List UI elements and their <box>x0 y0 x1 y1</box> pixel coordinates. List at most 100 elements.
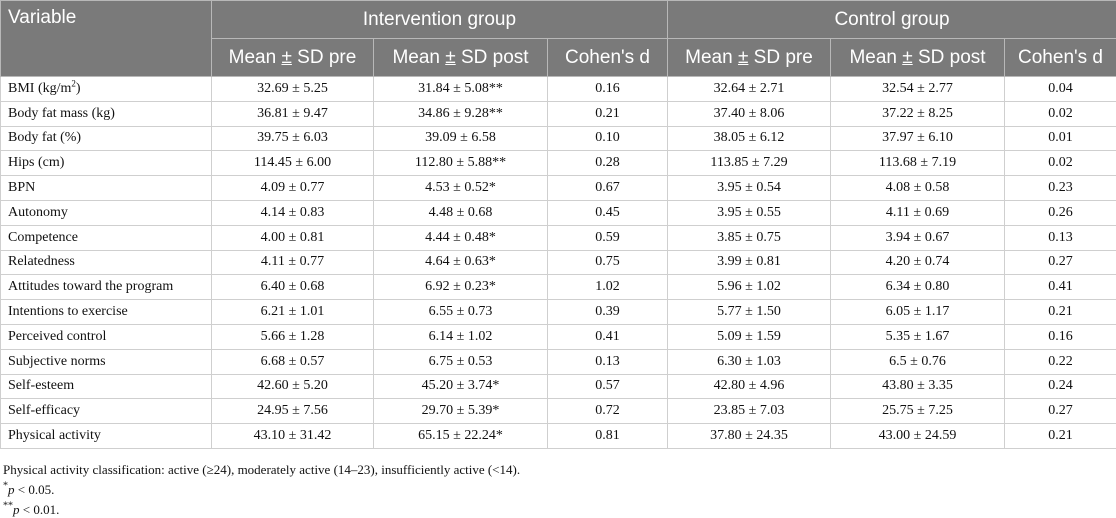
footnote-significance-01: **p < 0.01. <box>3 500 60 517</box>
ctl-d-cell: 0.26 <box>1003 199 1116 226</box>
ctl-pre-cell: 37.40 ± 8.06 <box>667 100 831 127</box>
ctl-pre-cell: 113.85 ± 7.29 <box>667 150 831 177</box>
header-int-mean-sd-pre: Mean ± SD pre <box>211 38 374 77</box>
ctl-pre-cell: 5.96 ± 1.02 <box>667 274 831 301</box>
variable-cell: Self-esteem <box>0 373 212 400</box>
ctl-post-cell: 4.08 ± 0.58 <box>830 175 1005 201</box>
header-ctl-cohens-d: Cohen's d <box>1003 38 1116 77</box>
ctl-post-cell: 43.80 ± 3.35 <box>830 373 1005 400</box>
int-d-cell: 0.57 <box>547 373 668 400</box>
ctl-post-cell: 6.5 ± 0.76 <box>830 348 1005 375</box>
int-pre-cell: 4.09 ± 0.77 <box>211 175 374 201</box>
ctl-pre-cell: 3.99 ± 0.81 <box>667 249 831 276</box>
int-d-cell: 0.39 <box>547 299 668 325</box>
variable-cell: Hips (cm) <box>0 150 212 177</box>
ctl-pre-cell: 5.77 ± 1.50 <box>667 299 831 325</box>
ctl-d-cell: 0.41 <box>1003 274 1116 301</box>
int-post-cell: 31.84 ± 5.08** <box>373 76 548 102</box>
int-d-cell: 0.72 <box>547 398 668 425</box>
int-post-cell: 34.86 ± 9.28** <box>373 100 548 127</box>
int-pre-cell: 36.81 ± 9.47 <box>211 100 374 127</box>
int-pre-cell: 5.66 ± 1.28 <box>211 323 374 350</box>
ctl-d-cell: 0.23 <box>1003 175 1116 201</box>
int-post-cell: 112.80 ± 5.88** <box>373 150 548 177</box>
ctl-d-cell: 0.27 <box>1003 249 1116 276</box>
int-d-cell: 0.28 <box>547 150 668 177</box>
ctl-d-cell: 0.21 <box>1003 423 1116 449</box>
int-d-cell: 1.02 <box>547 274 668 301</box>
ctl-post-cell: 37.97 ± 6.10 <box>830 125 1005 152</box>
int-d-cell: 0.67 <box>547 175 668 201</box>
int-pre-cell: 4.11 ± 0.77 <box>211 249 374 276</box>
int-pre-cell: 39.75 ± 6.03 <box>211 125 374 152</box>
table-row: Intentions to exercise 6.21 ± 1.01 6.55 … <box>0 299 1116 325</box>
variable-cell: Competence <box>0 224 212 251</box>
variable-cell: Autonomy <box>0 199 212 226</box>
int-d-cell: 0.75 <box>547 249 668 276</box>
header-intervention-group: Intervention group <box>211 0 668 39</box>
table-row: Attitudes toward the program 6.40 ± 0.68… <box>0 274 1116 301</box>
ctl-pre-cell: 3.95 ± 0.55 <box>667 199 831 226</box>
header-variable: Variable <box>0 0 212 77</box>
ctl-pre-cell: 3.95 ± 0.54 <box>667 175 831 201</box>
int-post-cell: 4.64 ± 0.63* <box>373 249 548 276</box>
int-post-cell: 45.20 ± 3.74* <box>373 373 548 400</box>
table-row: BPN 4.09 ± 0.77 4.53 ± 0.52* 0.67 3.95 ±… <box>0 175 1116 201</box>
int-d-cell: 0.13 <box>547 348 668 375</box>
ctl-d-cell: 0.21 <box>1003 299 1116 325</box>
ctl-post-cell: 32.54 ± 2.77 <box>830 76 1005 102</box>
int-post-cell: 6.75 ± 0.53 <box>373 348 548 375</box>
int-d-cell: 0.59 <box>547 224 668 251</box>
table-footnotes: Physical activity classification: active… <box>3 460 520 518</box>
int-post-cell: 6.14 ± 1.02 <box>373 323 548 350</box>
table-row: Perceived control 5.66 ± 1.28 6.14 ± 1.0… <box>0 323 1116 350</box>
int-pre-cell: 42.60 ± 5.20 <box>211 373 374 400</box>
int-post-cell: 4.44 ± 0.48* <box>373 224 548 251</box>
int-pre-cell: 24.95 ± 7.56 <box>211 398 374 425</box>
table-row: Subjective norms 6.68 ± 0.57 6.75 ± 0.53… <box>0 348 1116 375</box>
table-row: Hips (cm) 114.45 ± 6.00 112.80 ± 5.88** … <box>0 150 1116 177</box>
variable-cell: BMI (kg/m2) <box>0 76 212 102</box>
ctl-post-cell: 5.35 ± 1.67 <box>830 323 1005 350</box>
variable-cell: Self-efficacy <box>0 398 212 425</box>
table-row: Physical activity 43.10 ± 31.42 65.15 ± … <box>0 423 1116 449</box>
variable-cell: Body fat mass (kg) <box>0 100 212 127</box>
ctl-post-cell: 3.94 ± 0.67 <box>830 224 1005 251</box>
ctl-pre-cell: 23.85 ± 7.03 <box>667 398 831 425</box>
int-post-cell: 6.55 ± 0.73 <box>373 299 548 325</box>
header-control-group: Control group <box>666 0 1116 39</box>
variable-cell: Physical activity <box>0 423 212 449</box>
int-post-cell: 4.53 ± 0.52* <box>373 175 548 201</box>
ctl-d-cell: 0.22 <box>1003 348 1116 375</box>
variable-cell: Relatedness <box>0 249 212 276</box>
ctl-pre-cell: 6.30 ± 1.03 <box>667 348 831 375</box>
int-pre-cell: 4.00 ± 0.81 <box>211 224 374 251</box>
results-table: Variable Intervention group Control grou… <box>0 0 1116 449</box>
table-row: Relatedness 4.11 ± 0.77 4.64 ± 0.63* 0.7… <box>0 249 1116 276</box>
ctl-d-cell: 0.16 <box>1003 323 1116 350</box>
ctl-post-cell: 6.05 ± 1.17 <box>830 299 1005 325</box>
header-row-stats: Mean ± SD pre Mean ± SD post Cohen's d M… <box>1 38 1116 77</box>
table-row: Self-efficacy 24.95 ± 7.56 29.70 ± 5.39*… <box>0 398 1116 425</box>
ctl-post-cell: 4.11 ± 0.69 <box>830 199 1005 226</box>
variable-cell: Perceived control <box>0 323 212 350</box>
ctl-pre-cell: 42.80 ± 4.96 <box>667 373 831 400</box>
footnote-significance-05: *p < 0.05. <box>3 480 55 497</box>
ctl-post-cell: 4.20 ± 0.74 <box>830 249 1005 276</box>
ctl-pre-cell: 38.05 ± 6.12 <box>667 125 831 152</box>
table-row: Competence 4.00 ± 0.81 4.44 ± 0.48* 0.59… <box>0 224 1116 251</box>
ctl-pre-cell: 3.85 ± 0.75 <box>667 224 831 251</box>
int-post-cell: 6.92 ± 0.23* <box>373 274 548 301</box>
int-post-cell: 4.48 ± 0.68 <box>373 199 548 226</box>
int-post-cell: 39.09 ± 6.58 <box>373 125 548 152</box>
int-d-cell: 0.10 <box>547 125 668 152</box>
variable-cell: Intentions to exercise <box>0 299 212 325</box>
int-d-cell: 0.41 <box>547 323 668 350</box>
ctl-pre-cell: 32.64 ± 2.71 <box>667 76 831 102</box>
int-pre-cell: 6.68 ± 0.57 <box>211 348 374 375</box>
int-pre-cell: 6.40 ± 0.68 <box>211 274 374 301</box>
table-row: Autonomy 4.14 ± 0.83 4.48 ± 0.68 0.45 3.… <box>0 199 1116 226</box>
ctl-post-cell: 6.34 ± 0.80 <box>830 274 1005 301</box>
variable-cell: Subjective norms <box>0 348 212 375</box>
int-pre-cell: 6.21 ± 1.01 <box>211 299 374 325</box>
